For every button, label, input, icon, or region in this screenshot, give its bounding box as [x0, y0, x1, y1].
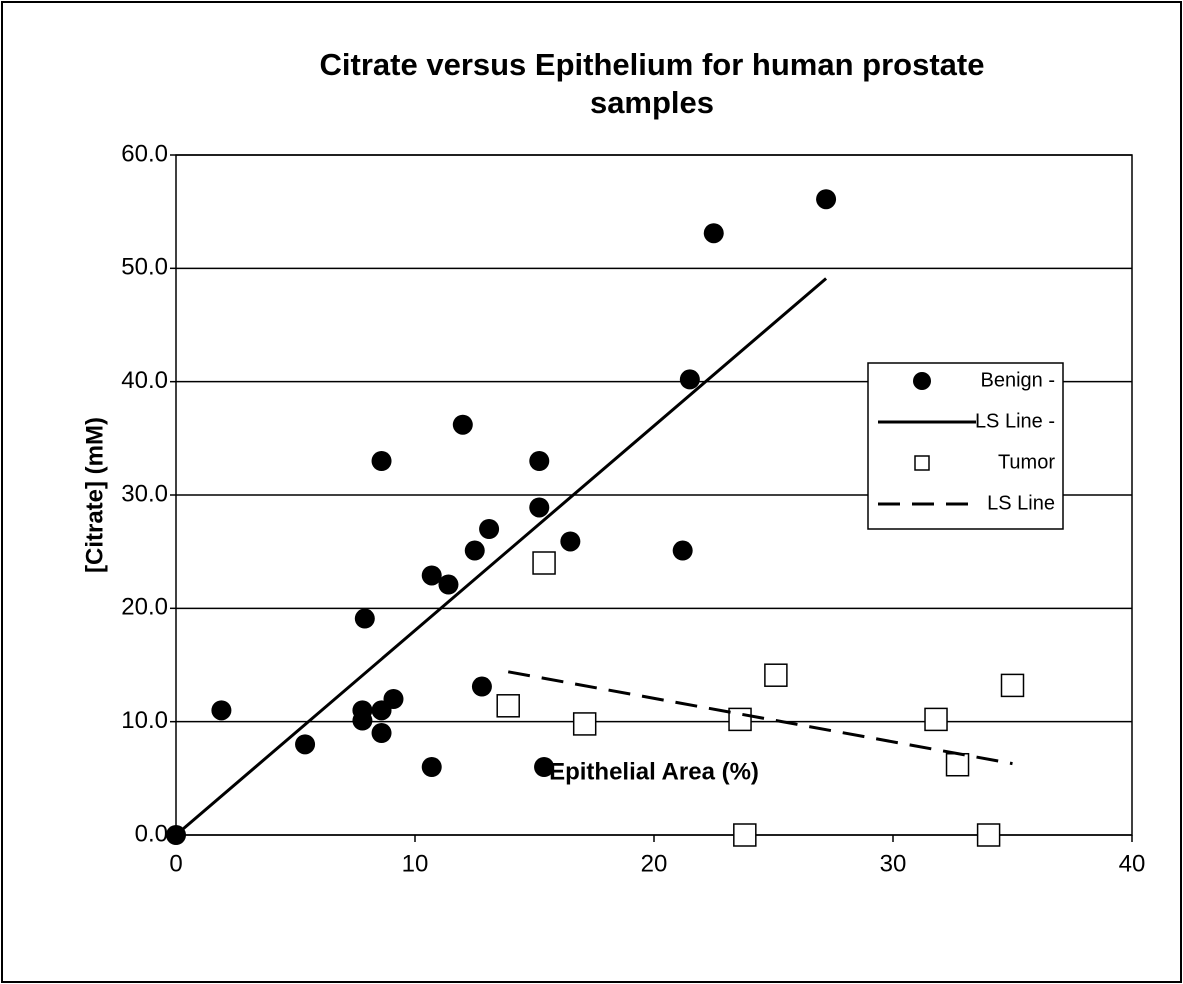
square-marker — [976, 823, 1001, 847]
circle-marker — [703, 223, 724, 244]
square-marker — [924, 707, 948, 732]
square-marker — [764, 663, 788, 687]
circle-marker — [471, 676, 492, 697]
square-marker — [572, 712, 597, 736]
plot-area — [175, 154, 1133, 836]
square-marker — [532, 551, 556, 575]
trend-line — [507, 670, 1013, 766]
legend-label: Tumor — [998, 451, 1055, 473]
square-marker — [1000, 673, 1025, 698]
circle-marker — [816, 189, 837, 210]
x-tick-label: 20 — [641, 850, 668, 877]
legend-label: LS Line - — [975, 410, 1055, 432]
circle-marker — [534, 757, 555, 777]
square-marker — [945, 752, 970, 777]
circle-marker — [464, 540, 485, 561]
y-tick-label: 20.0 — [121, 594, 168, 621]
y-tick-label: 50.0 — [121, 254, 168, 281]
y-tick-label: 40.0 — [121, 367, 168, 394]
y-tick-label: 30.0 — [121, 480, 168, 507]
circle-marker — [421, 757, 442, 777]
circle-marker — [672, 540, 693, 561]
legend-box — [867, 362, 1064, 530]
legend-circle — [913, 372, 931, 390]
x-tick-label: 10 — [402, 850, 429, 877]
y-tick-label: 0.0 — [135, 820, 168, 847]
square-marker — [496, 694, 520, 718]
circle-marker — [371, 723, 392, 743]
y-tick-label: 60.0 — [121, 140, 168, 167]
trend-line — [175, 277, 828, 837]
circle-marker — [383, 689, 404, 709]
x-tick-label: 40 — [1119, 850, 1146, 877]
circle-marker — [211, 700, 232, 721]
legend-square — [914, 455, 930, 471]
legend-label: LS Line — [987, 492, 1055, 514]
legend-label: Benign - — [981, 369, 1056, 391]
circle-marker — [371, 451, 392, 471]
y-axis-label: [Citrate] (mM) — [81, 417, 108, 573]
x-axis-label: Epithelial Area (%) — [549, 758, 759, 785]
square-marker — [733, 823, 757, 847]
circle-marker — [421, 565, 442, 586]
circle-marker — [295, 734, 316, 755]
square-marker — [728, 707, 752, 732]
x-tick-label: 0 — [169, 850, 182, 877]
circle-marker — [352, 710, 373, 731]
chart-title: Citrate versus Epithelium for human pros… — [319, 47, 985, 120]
circle-marker — [354, 608, 375, 629]
circle-marker — [560, 531, 581, 552]
circle-marker — [529, 497, 550, 518]
x-tick-label: 30 — [880, 850, 907, 877]
circle-marker — [479, 519, 500, 539]
circle-marker — [679, 369, 700, 390]
circle-marker — [452, 414, 473, 435]
y-tick-label: 10.0 — [121, 707, 168, 734]
circle-marker — [438, 574, 459, 595]
circle-marker — [529, 451, 550, 471]
